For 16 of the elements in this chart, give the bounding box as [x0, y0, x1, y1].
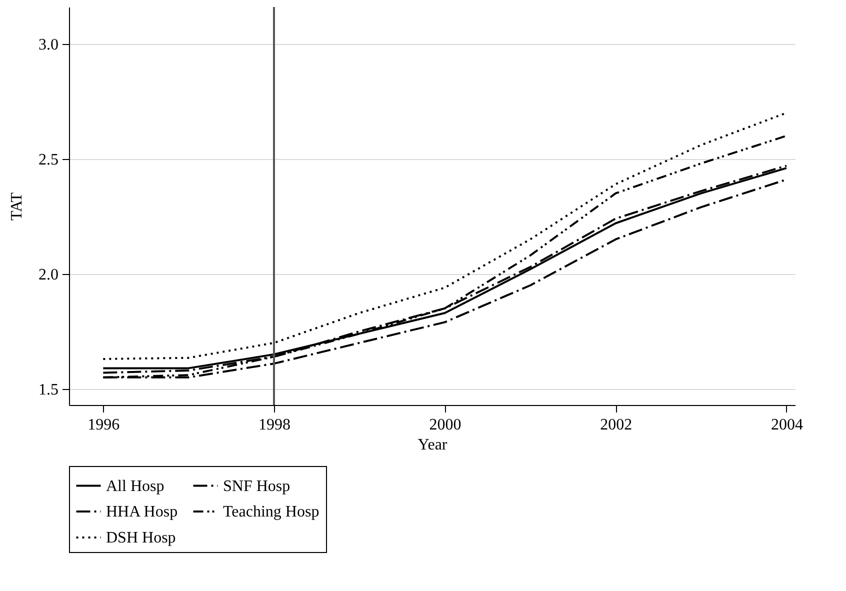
x-axis-title: Year: [418, 436, 448, 454]
x-tick-label: 1996: [88, 416, 120, 434]
y-tick-label: 2.5: [38, 151, 58, 168]
legend-label: DSH Hosp: [106, 530, 176, 546]
legend-label: Teaching Hosp: [223, 504, 320, 520]
legend-label: All Hosp: [106, 478, 164, 495]
x-tick-label: 1998: [258, 416, 290, 434]
legend-label: SNF Hosp: [223, 478, 290, 495]
y-tick-label: 1.5: [38, 381, 58, 398]
y-axis-title: TAT: [8, 192, 26, 221]
x-tick-label: 2002: [600, 416, 632, 434]
y-tick-label: 3.0: [38, 36, 58, 54]
x-tick-label: 2004: [770, 416, 803, 434]
legend-label: HHA Hosp: [106, 504, 178, 520]
x-tick-label: 2000: [429, 416, 462, 434]
y-tick-label: 2.0: [38, 266, 58, 284]
